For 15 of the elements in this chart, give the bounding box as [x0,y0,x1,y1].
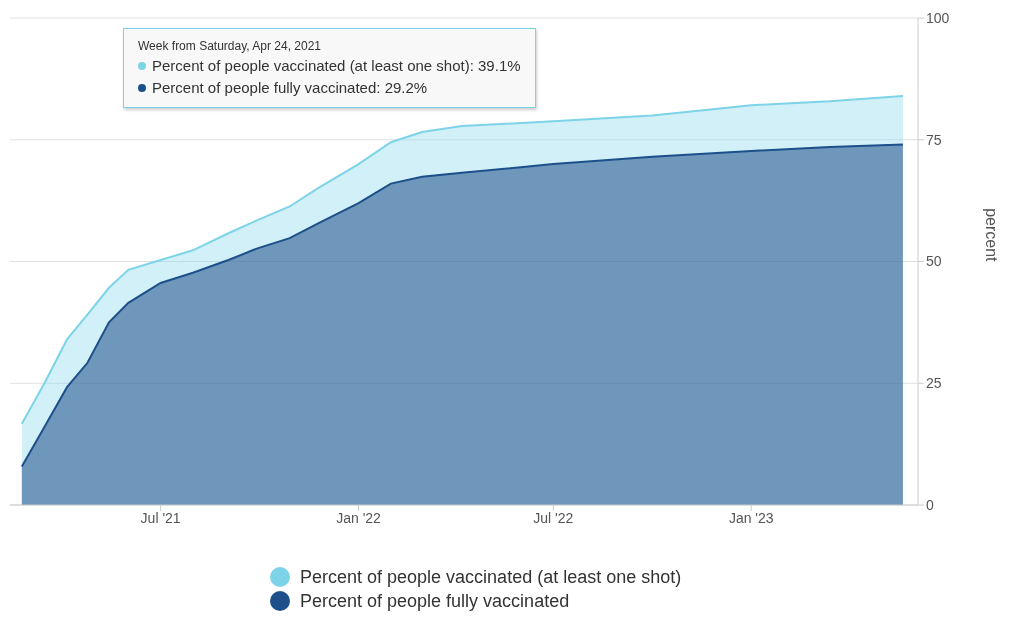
x-tick-label: Jul '21 [140,509,181,526]
x-tick-label: Jan '23 [728,509,774,526]
y-tick-label: 25 [926,375,942,392]
annotation: Percent of people vaccinated (at least one shot): 39.1% [152,56,521,76]
legend-label: Percent of people fully vaccinated [300,590,570,613]
x-tick-label: Jan '22 [336,509,382,526]
y-tick-label: 0 [926,496,934,513]
legend-label: Percent of people vaccinated (at least one shot) [300,566,682,589]
y-tick-label: 75 [926,131,942,148]
y-tick-label: 50 [926,253,942,270]
annotation: Week from Saturday, Apr 24, 2021 [138,38,321,55]
y-tick-label: 100 [926,9,950,26]
x-tick-label: Jul '22 [533,509,574,526]
annotation: Percent of people fully vaccinated: 29.2% [152,78,428,98]
y-axis-title: percent [983,208,1001,263]
